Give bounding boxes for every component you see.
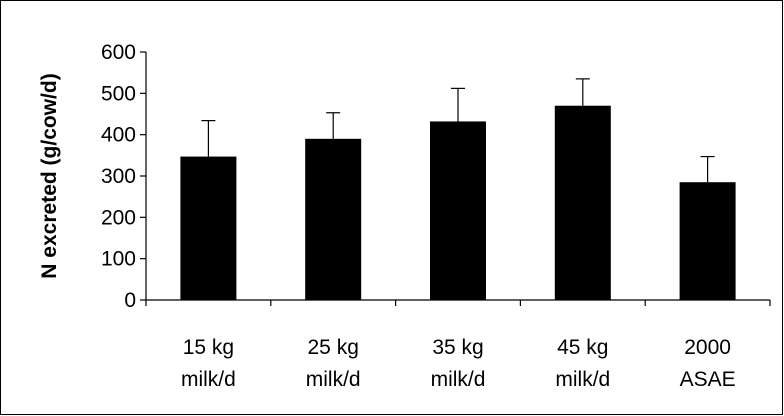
x-axis-ticks (145, 300, 771, 306)
x-category-label: milk/d (306, 368, 361, 391)
x-category-label: milk/d (431, 368, 486, 391)
error-bars-group (201, 78, 715, 183)
bar (554, 105, 611, 300)
y-axis-ticks: 0 100 200 300 400 500 600 (101, 41, 146, 312)
y-axis-title-group: N excreted (g/cow/d) (38, 73, 61, 278)
bar (305, 138, 362, 300)
x-category-label: milk/d (555, 368, 610, 391)
category-labels-group: 15 kg milk/d 25 kg milk/d 35 kg milk/d 45 kg mi… (181, 336, 736, 391)
bar (679, 182, 736, 300)
y-tick-label: 100 (101, 248, 136, 271)
bars-group (180, 105, 736, 300)
x-category-label: 2000 (684, 336, 731, 359)
bar (180, 156, 237, 300)
x-category-label: 45 kg (557, 336, 608, 359)
x-category-label: ASAE (680, 368, 736, 391)
y-tick-label: 200 (101, 206, 136, 229)
y-tick-label: 400 (101, 124, 136, 147)
y-tick-label: 500 (101, 82, 136, 105)
y-tick-label: 300 (101, 165, 136, 188)
y-axis-title: N excreted (g/cow/d) (38, 73, 61, 278)
y-tick-label: 0 (124, 289, 136, 312)
x-category-label: 15 kg (183, 336, 234, 359)
x-category-label: 25 kg (308, 336, 359, 359)
y-tick-label: 600 (101, 41, 136, 64)
bar (430, 121, 486, 300)
x-category-label: 35 kg (432, 336, 483, 359)
x-category-label: milk/d (181, 368, 236, 391)
